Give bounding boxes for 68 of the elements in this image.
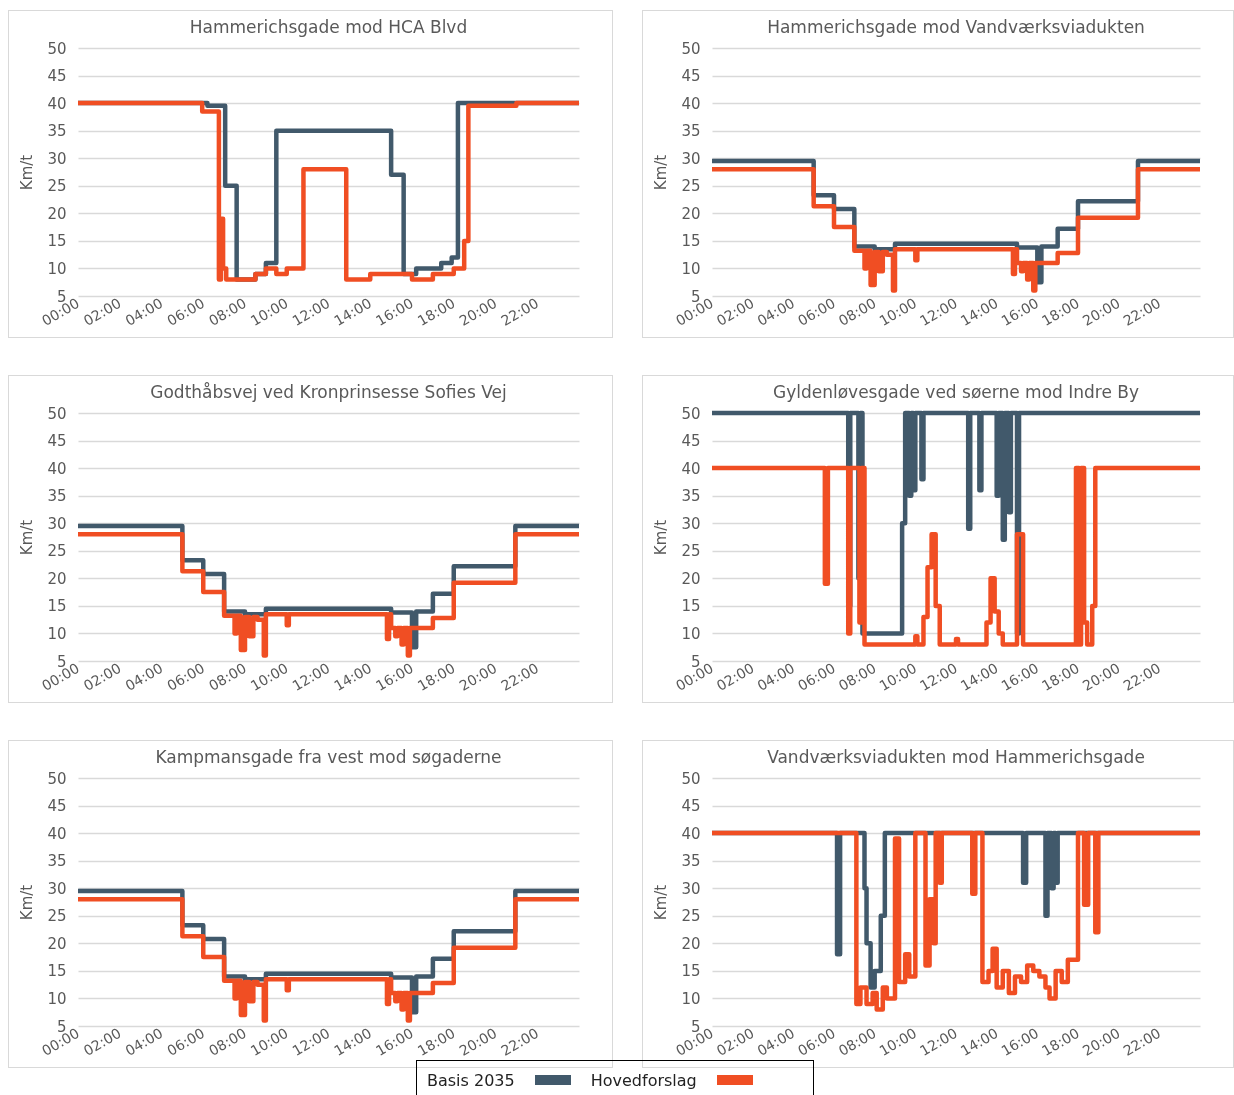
y-tick-label: 50 — [681, 769, 701, 788]
y-tick-label: 10 — [47, 989, 67, 1008]
chart-title: Gyldenløvesgade ved søerne mod Indre By — [772, 382, 1140, 402]
y-axis-title: Km/t — [652, 519, 671, 556]
y-tick-label: 25 — [47, 907, 67, 926]
y-tick-label: 20 — [47, 204, 67, 223]
y-tick-label: 25 — [47, 177, 67, 196]
y-tick-label: 50 — [681, 404, 701, 423]
y-tick-label: 15 — [47, 232, 67, 251]
y-tick-label: 40 — [681, 94, 701, 113]
y-tick-label: 25 — [47, 542, 67, 561]
y-tick-label: 45 — [47, 432, 67, 451]
y-tick-label: 30 — [47, 514, 67, 533]
y-tick-label: 20 — [47, 569, 67, 588]
y-tick-label: 35 — [681, 487, 701, 506]
y-tick-label: 50 — [47, 39, 67, 58]
y-tick-label: 30 — [47, 149, 67, 168]
y-tick-label: 35 — [47, 122, 67, 141]
y-tick-label: 45 — [681, 432, 701, 451]
y-axis-title: Km/t — [18, 884, 37, 921]
y-tick-label: 40 — [47, 459, 67, 478]
y-tick-label: 20 — [681, 204, 701, 223]
y-tick-label: 30 — [681, 149, 701, 168]
chart-title: Godthåbsvej ved Kronprinsesse Sofies Vej — [150, 382, 507, 402]
y-tick-label: 25 — [681, 542, 701, 561]
y-tick-label: 15 — [47, 962, 67, 981]
chart-title: Hammerichsgade mod Vandværksviadukten — [767, 17, 1145, 37]
y-tick-label: 25 — [681, 177, 701, 196]
y-axis-title: Km/t — [18, 154, 37, 191]
y-tick-label: 10 — [47, 624, 67, 643]
y-tick-label: 50 — [681, 39, 701, 58]
y-tick-label: 15 — [681, 232, 701, 251]
y-tick-label: 25 — [681, 907, 701, 926]
y-tick-label: 30 — [681, 879, 701, 898]
y-tick-label: 30 — [681, 514, 701, 533]
y-tick-label: 30 — [47, 879, 67, 898]
y-tick-label: 10 — [681, 259, 701, 278]
y-tick-label: 50 — [47, 404, 67, 423]
legend-label: Basis 2035 — [427, 1070, 515, 1090]
y-tick-label: 20 — [47, 934, 67, 953]
y-tick-label: 20 — [681, 934, 701, 953]
y-tick-label: 10 — [681, 624, 701, 643]
y-tick-label: 35 — [47, 852, 67, 871]
y-tick-label: 10 — [47, 259, 67, 278]
y-tick-label: 50 — [47, 769, 67, 788]
chart-title: Hammerichsgade mod HCA Blvd — [189, 17, 468, 37]
y-tick-label: 40 — [47, 824, 67, 843]
y-tick-label: 35 — [681, 122, 701, 141]
y-tick-label: 15 — [47, 597, 67, 616]
legend-label: Hovedforslag — [590, 1070, 697, 1090]
y-tick-label: 15 — [681, 962, 701, 981]
y-tick-label: 20 — [681, 569, 701, 588]
y-tick-label: 40 — [681, 459, 701, 478]
y-tick-label: 35 — [681, 852, 701, 871]
y-axis-title: Km/t — [652, 154, 671, 191]
y-axis-title: Km/t — [18, 519, 37, 556]
y-tick-label: 45 — [681, 67, 701, 86]
y-tick-label: 35 — [47, 487, 67, 506]
chart-title: Kampmansgade fra vest mod søgaderne — [155, 747, 502, 767]
y-tick-label: 40 — [681, 824, 701, 843]
y-tick-label: 45 — [47, 797, 67, 816]
chart-title: Vandværksviadukten mod Hammerichsgade — [767, 747, 1145, 767]
y-tick-label: 15 — [681, 597, 701, 616]
y-tick-label: 10 — [681, 989, 701, 1008]
y-tick-label: 45 — [681, 797, 701, 816]
y-tick-label: 40 — [47, 94, 67, 113]
y-axis-title: Km/t — [652, 884, 671, 921]
y-tick-label: 45 — [47, 67, 67, 86]
